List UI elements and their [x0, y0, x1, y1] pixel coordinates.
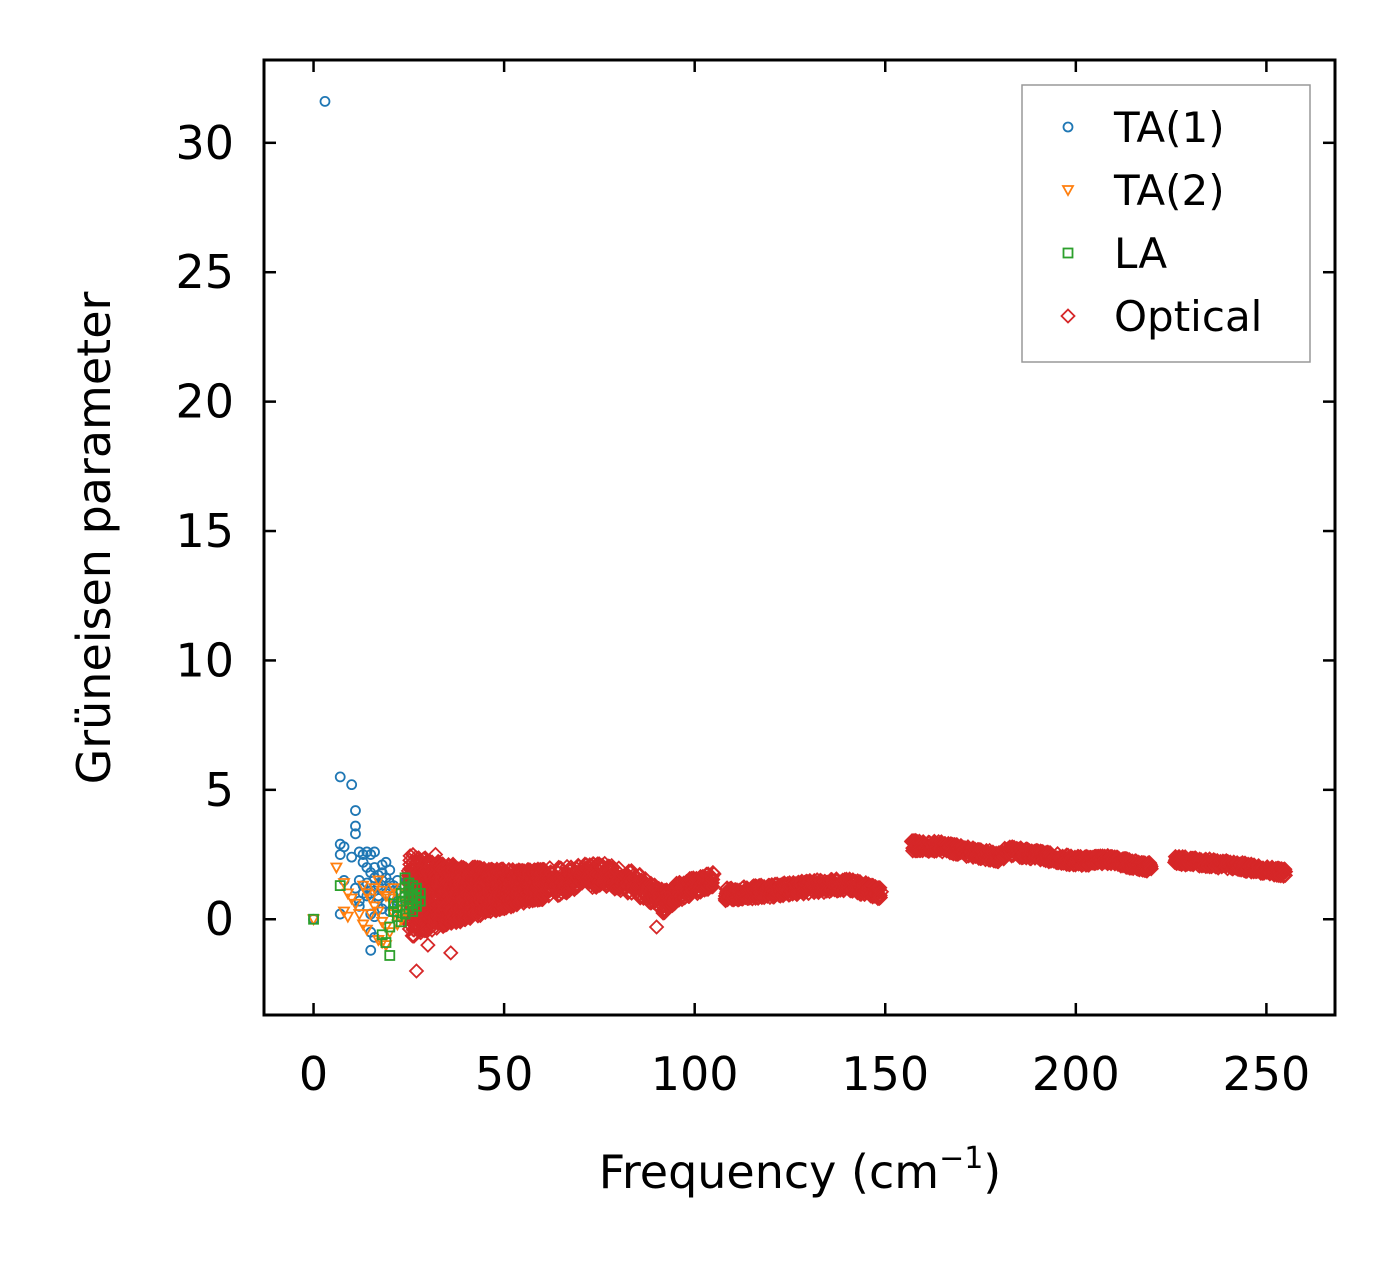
ta2-point	[360, 924, 374, 937]
optical-point	[871, 879, 888, 896]
la-series	[308, 872, 426, 961]
y-tick-label: 5	[205, 763, 234, 817]
ta1-point	[334, 849, 346, 860]
ta2-point	[371, 875, 385, 888]
optical-point	[1277, 867, 1294, 884]
ta2-point	[341, 911, 355, 924]
x-axis-label-main: Frequency (cm	[599, 1145, 939, 1199]
la-point	[384, 921, 396, 933]
y-tick-label: 30	[175, 116, 234, 170]
ta2-point	[329, 862, 343, 875]
x-tick-label: 200	[1032, 1047, 1120, 1101]
y-tick-label: 25	[175, 245, 234, 299]
ta1-point	[334, 771, 346, 783]
y-axis-label: Grüneisen parameter	[67, 291, 121, 784]
la-point	[376, 929, 388, 941]
ta2-point	[379, 940, 393, 952]
la-point	[384, 950, 396, 961]
optical-point	[704, 878, 721, 895]
legend-label-ta2: TA(2)	[1113, 166, 1225, 215]
optical-point	[420, 937, 436, 953]
axis-ticks: 0 50 100 150 200 250 0 5 10 15 20 25 30	[175, 60, 1335, 1101]
legend-marker-ta2	[1061, 185, 1075, 197]
legend-label-la: LA	[1114, 229, 1167, 278]
x-tick-label: 250	[1222, 1047, 1310, 1101]
optical-point	[1143, 860, 1159, 877]
ta1-point	[350, 805, 361, 816]
ta2-point	[337, 878, 351, 890]
ta1-point	[346, 851, 358, 863]
ta1-point	[369, 931, 380, 943]
legend-markers	[1060, 121, 1076, 324]
ta2-point	[360, 888, 374, 901]
optical-point	[705, 864, 721, 881]
ta1-point	[369, 862, 380, 873]
ta-1--series	[308, 96, 403, 956]
la-point	[388, 898, 399, 910]
ta2-point	[348, 898, 363, 911]
legend-marker-optical	[1060, 308, 1076, 324]
ta2-point	[364, 909, 378, 921]
ta1-point	[361, 877, 373, 889]
x-tick-label: 150	[841, 1047, 929, 1101]
ta1-point	[350, 882, 361, 894]
plot-frame	[262, 58, 1337, 1017]
ta1-point	[350, 820, 361, 832]
ta1-point	[319, 96, 331, 107]
legend-marker-la	[1062, 247, 1074, 259]
la-point	[391, 911, 403, 923]
y-tick-label: 15	[175, 504, 234, 558]
ta1-point	[365, 944, 377, 956]
plot-marks	[307, 96, 1294, 979]
optical-point	[1277, 863, 1294, 880]
y-tick-label: 20	[175, 375, 234, 429]
y-tick-label: 10	[175, 633, 234, 687]
ta1-point	[350, 828, 361, 840]
ta1-point	[346, 779, 358, 791]
optical-point	[872, 889, 889, 906]
la-point	[399, 882, 411, 894]
la-point	[308, 913, 319, 925]
la-point	[334, 880, 346, 891]
x-tick-label: 0	[299, 1047, 328, 1101]
optical-point	[648, 919, 665, 935]
la-point	[403, 893, 415, 904]
legend-label-optical: Optical	[1114, 292, 1262, 341]
x-tick-label: 50	[475, 1047, 534, 1101]
optical-point	[427, 846, 444, 863]
optical-point	[408, 963, 425, 979]
ta2-point	[371, 906, 385, 919]
ta1-point	[369, 846, 380, 858]
ta2-point	[379, 891, 393, 903]
optical-point	[873, 883, 890, 900]
ta1-point	[353, 895, 365, 907]
x-tick-label: 100	[651, 1047, 739, 1101]
x-axis-label-exponent: −1	[939, 1141, 983, 1176]
legend-marker-ta1	[1062, 121, 1074, 133]
optical-series	[400, 832, 1294, 979]
ta2-point	[352, 909, 366, 921]
legend-label-ta1: TA(1)	[1113, 103, 1225, 152]
ta2-point	[356, 880, 370, 893]
legend: TA(1) TA(2) LA Optical	[1021, 84, 1311, 363]
y-tick-label: 0	[205, 892, 234, 946]
optical-point	[1143, 858, 1159, 875]
la-point	[407, 906, 419, 917]
ta2-point	[364, 893, 378, 906]
x-axis-label-close: )	[983, 1145, 1001, 1199]
x-axis-label: Frequency (cm−1)	[599, 1141, 1002, 1199]
optical-point	[442, 945, 459, 961]
